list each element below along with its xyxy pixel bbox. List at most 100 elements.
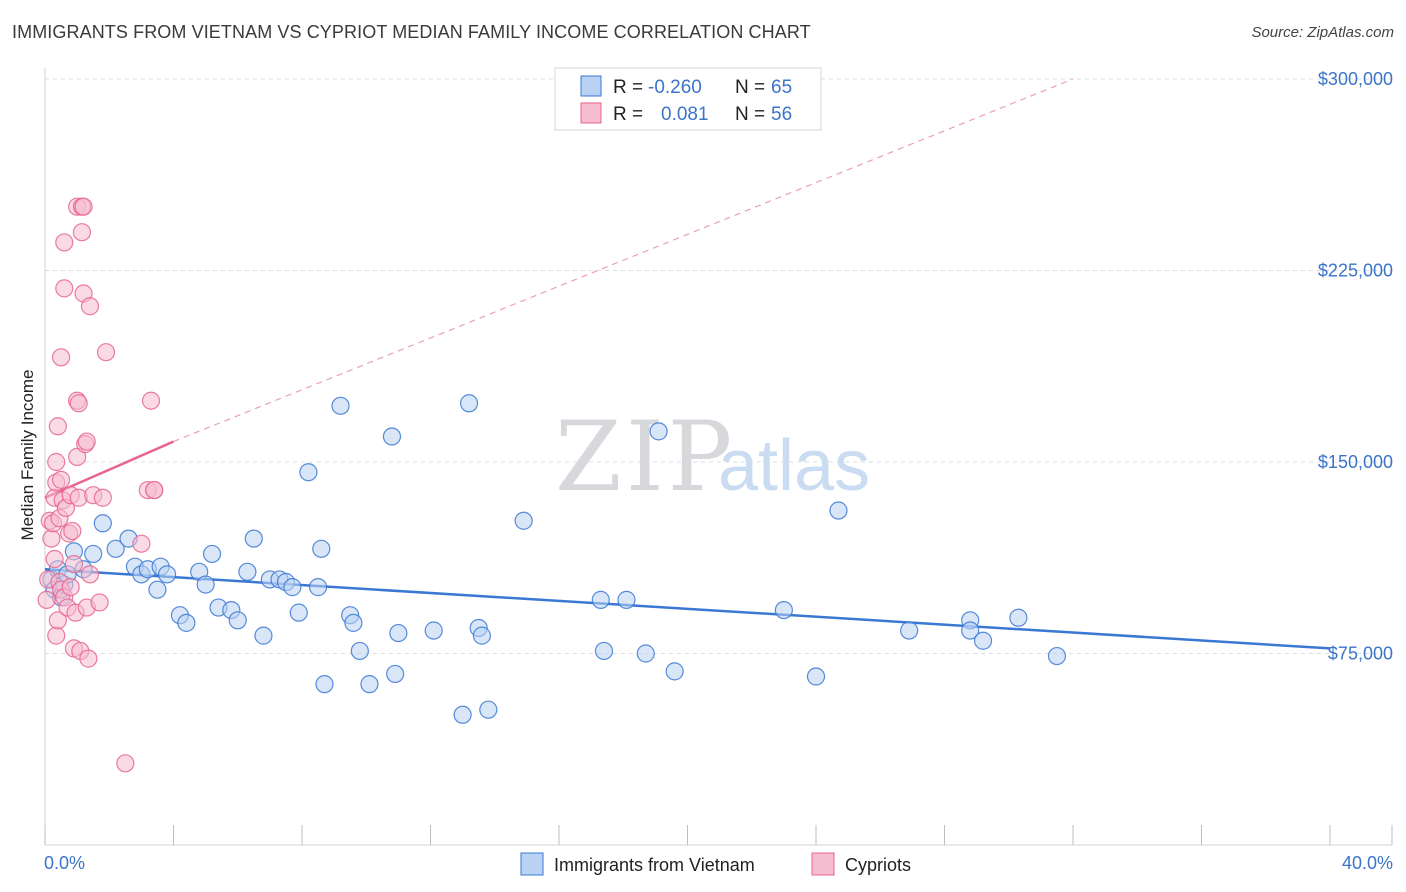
y-tick-label: $150,000 (1318, 452, 1393, 472)
data-point-cypriots (55, 233, 74, 252)
data-point-vietnam (148, 580, 167, 599)
data-point-cypriots (42, 529, 61, 548)
trend-lines (44, 78, 1331, 650)
bottom-legend-label: Cypriots (845, 855, 911, 875)
bottom-legend-item-vietnam: Immigrants from Vietnam (520, 852, 755, 876)
data-point-cypriots (45, 549, 64, 569)
series-legend: Immigrants from Vietnam Cypriots (520, 852, 911, 876)
data-point-cypriots (132, 534, 151, 553)
legend-r-label: R = (613, 77, 643, 98)
data-point-vietnam (424, 621, 443, 640)
data-point-vietnam (93, 514, 112, 533)
data-point-cypriots (77, 432, 96, 451)
data-point-vietnam (774, 600, 793, 620)
correlation-legend: R = -0.260 N = 65 R = 0.081 N = 56 (554, 67, 822, 131)
data-point-vietnam (617, 590, 636, 609)
legend-r-label: R = (613, 104, 643, 125)
data-point-vietnam (289, 603, 308, 622)
data-point-cypriots (90, 593, 109, 612)
y-tick-labels: $75,000 $150,000 $225,000 $300,000 (1318, 69, 1393, 664)
data-point-vietnam (308, 578, 328, 597)
y-tick-label: $75,000 (1328, 644, 1393, 664)
data-point-vietnam (157, 565, 177, 584)
data-point-vietnam (315, 675, 334, 694)
legend-r-value: -0.260 (648, 77, 702, 98)
data-point-vietnam (479, 700, 498, 719)
data-point-vietnam (900, 621, 919, 640)
data-point-vietnam (244, 529, 263, 548)
data-point-vietnam (202, 544, 222, 564)
data-point-cypriots (55, 279, 74, 298)
data-point-vietnam (238, 562, 257, 581)
data-point-vietnam (472, 626, 491, 645)
data-point-cypriots (116, 754, 135, 773)
data-point-cypriots (80, 297, 100, 316)
trend-extension-cypriots (173, 78, 1074, 443)
legend-row-vietnam: R = -0.260 N = 65 (580, 75, 792, 98)
data-point-cypriots (141, 391, 161, 410)
data-point-vietnam (829, 501, 848, 520)
data-point-cypriots (80, 565, 100, 584)
data-point-vietnam (228, 611, 247, 630)
data-point-vietnam (594, 641, 614, 661)
data-point-cypriots (74, 197, 93, 216)
data-point-cypriots (69, 394, 88, 413)
legend-n-label: N = (735, 104, 765, 125)
y-axis-title: Median Family Income (18, 369, 37, 540)
axes (44, 68, 1393, 846)
legend-n-value: 56 (771, 104, 792, 125)
data-point-vietnam (177, 613, 196, 632)
data-point-vietnam (196, 575, 215, 594)
watermark-atlas: atlas (718, 426, 870, 506)
watermark-zip: ZIP (555, 401, 736, 513)
data-point-vietnam (1009, 608, 1028, 627)
data-point-cypriots (47, 626, 66, 645)
legend-n-value: 65 (771, 77, 792, 98)
data-point-vietnam (350, 641, 369, 661)
bottom-legend-label: Immigrants from Vietnam (554, 855, 755, 875)
data-point-vietnam (386, 664, 405, 684)
legend-r-value: 0.081 (661, 104, 709, 125)
legend-swatch-vietnam (580, 75, 602, 97)
source-label: Source: ZipAtlas.com (1251, 24, 1394, 41)
data-point-vietnam (84, 544, 103, 564)
data-point-cypriots (61, 578, 80, 597)
data-point-cypriots (51, 470, 71, 489)
data-point-cypriots (93, 488, 112, 507)
y-tick-label: $225,000 (1318, 261, 1393, 281)
data-point-vietnam (591, 590, 610, 609)
data-point-cypriots (64, 555, 84, 574)
data-point-vietnam (389, 623, 408, 643)
data-point-vietnam (283, 578, 302, 597)
y-tick-label: $300,000 (1318, 69, 1393, 89)
data-point-vietnam (961, 621, 980, 640)
data-point-cypriots (37, 590, 56, 609)
data-point-cypriots (47, 452, 66, 472)
data-point-cypriots (145, 480, 164, 500)
data-point-vietnam (1047, 646, 1067, 666)
bottom-legend-swatch-cypriots (811, 852, 835, 876)
x-tick-label-min: 0.0% (44, 853, 85, 873)
series-cypriots-points (37, 197, 164, 773)
data-point-vietnam (360, 675, 379, 694)
data-point-vietnam (299, 463, 318, 482)
data-point-cypriots (72, 223, 92, 242)
bottom-legend-item-cypriots: Cypriots (811, 852, 911, 876)
data-point-cypriots (63, 521, 82, 541)
legend-swatch-cypriots (580, 102, 602, 124)
data-point-cypriots (48, 611, 67, 630)
watermark: ZIP atlas (555, 401, 870, 513)
legend-n-label: N = (735, 77, 765, 98)
data-point-vietnam (459, 394, 479, 413)
trend-line-vietnam (44, 567, 1331, 650)
data-point-vietnam (312, 539, 331, 558)
chart-title: IMMIGRANTS FROM VIETNAM VS CYPRIOT MEDIA… (12, 22, 811, 42)
data-point-cypriots (96, 343, 116, 362)
data-point-cypriots (79, 649, 98, 668)
data-point-vietnam (514, 511, 533, 530)
data-point-vietnam (344, 613, 363, 632)
data-point-vietnam (382, 427, 402, 446)
data-point-cypriots (51, 348, 71, 367)
data-point-vietnam (973, 631, 993, 650)
